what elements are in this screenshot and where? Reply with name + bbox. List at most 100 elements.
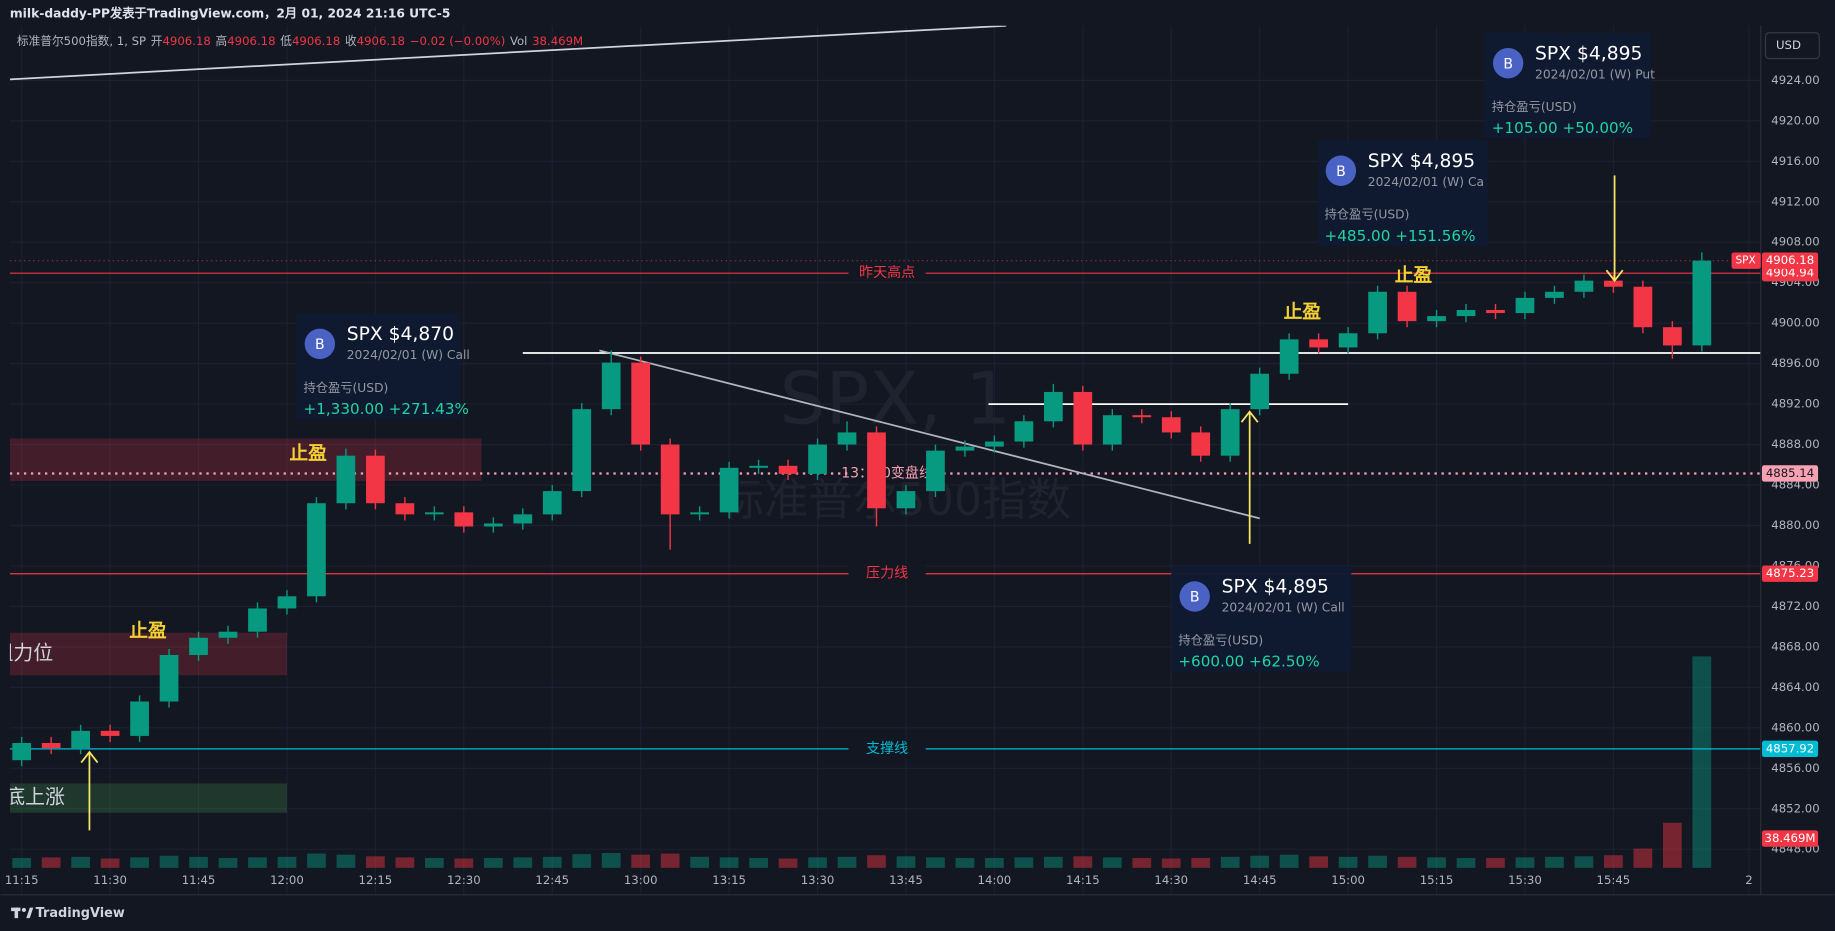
y-tick-label: 4860.00 <box>1771 720 1819 734</box>
volume-bar <box>808 857 827 868</box>
candle-body <box>1486 310 1505 314</box>
candle-body <box>660 444 680 515</box>
volume-bar <box>542 856 562 868</box>
volume-bar <box>1604 855 1623 868</box>
y-tick-label: 4856.00 <box>1771 761 1819 775</box>
candle-body <box>1014 421 1034 442</box>
candle-body <box>159 654 179 702</box>
arrow-head <box>80 750 99 764</box>
y-tick-label: 4892.00 <box>1771 397 1819 411</box>
take-profit-label: 止盈 <box>289 442 327 464</box>
level-label: 支撑线 <box>866 741 908 757</box>
legend-item: 高 <box>216 33 228 47</box>
volume-bar <box>1309 856 1328 868</box>
x-tick-label: 12:45 <box>535 873 569 887</box>
candle-body <box>1574 280 1594 292</box>
candle-body <box>1456 310 1476 317</box>
candle-body <box>808 444 827 474</box>
symbol-tag-bg <box>1731 252 1761 269</box>
y-tick-label: 4864.00 <box>1771 680 1819 694</box>
card-pnl: +485.00 +151.56% <box>1325 227 1476 245</box>
y-tick-label: 4912.00 <box>1771 194 1819 208</box>
candle-body <box>1043 391 1063 422</box>
x-tick-label: 11:30 <box>93 873 127 887</box>
watermark-symbol: SPX, 1 <box>779 358 1011 442</box>
candle-body <box>955 446 975 451</box>
candle-body <box>1250 373 1270 410</box>
candle-body <box>896 491 916 509</box>
x-tick-label: 13:45 <box>889 873 923 887</box>
y-tick-label: 4872.00 <box>1771 599 1819 613</box>
volume-bar <box>307 853 326 868</box>
candle-body <box>424 512 444 515</box>
candle-body <box>12 742 32 761</box>
take-profit-label: 止盈 <box>1284 301 1322 323</box>
candle-body <box>248 608 267 632</box>
x-tick-label: 12:00 <box>270 873 304 887</box>
x-tick-label: 14:00 <box>978 873 1012 887</box>
y-tick-label: 4924.00 <box>1771 73 1819 87</box>
candle-body <box>601 362 621 410</box>
volume-bar <box>749 857 768 868</box>
card-badge <box>1179 581 1210 612</box>
volume-bar <box>1161 858 1181 868</box>
candle-body <box>985 441 1004 447</box>
take-profit-label: 止盈 <box>1395 265 1433 287</box>
volume-bar <box>1132 857 1152 868</box>
card-pnl: +105.00 +50.00% <box>1492 119 1633 137</box>
volume-bar <box>955 857 975 868</box>
legend-item: 4906.18 <box>292 33 340 47</box>
card-badge-letter: B <box>1336 164 1346 180</box>
axes: 4848.004852.004856.004860.004864.004868.… <box>5 73 1820 887</box>
x-tick-label: 14:15 <box>1066 873 1100 887</box>
volume-bar <box>1662 822 1682 868</box>
x-tick-label: 14:30 <box>1154 873 1188 887</box>
level-badge: 4904.94 <box>1766 266 1814 280</box>
candle-body <box>1279 339 1299 374</box>
volume-bar <box>130 857 149 868</box>
legend-item: 开 <box>151 33 163 47</box>
card-badge-letter: B <box>1190 590 1200 606</box>
candle-body <box>926 450 945 492</box>
y-tick-label: 4888.00 <box>1771 437 1819 451</box>
logo-part <box>26 907 34 919</box>
candle-body <box>454 512 474 527</box>
level-badge-bg <box>1761 565 1819 582</box>
candle-body <box>690 512 709 515</box>
legend-item: Vol <box>510 33 527 47</box>
arrows <box>80 175 1624 831</box>
card-title: SPX $4,895 <box>1535 43 1642 64</box>
candle-body <box>1220 409 1240 456</box>
watermark-name: 标准普尔500指数 <box>720 475 1071 526</box>
volume-bar <box>277 856 297 868</box>
candle-body <box>483 523 503 527</box>
volume-bar <box>1574 856 1594 868</box>
currency-button[interactable] <box>1764 32 1820 60</box>
volume-bar <box>248 857 267 868</box>
volume-bar <box>1220 856 1240 868</box>
level-label-bg <box>848 565 926 582</box>
legend-item: 收 <box>345 33 357 47</box>
logo-part <box>21 907 27 913</box>
volume-bar <box>1191 857 1211 868</box>
position-card: B SPX $4,870 2024/02/01 (W) Call 持仓盈亏(USD) +… <box>296 313 470 419</box>
volume-bar <box>926 857 945 868</box>
volume-bar <box>837 856 857 868</box>
x-tick-label: 12:15 <box>359 873 393 887</box>
volume-bar <box>513 857 533 868</box>
card-badge <box>1492 47 1524 79</box>
card-pnl: +600.00 +62.50% <box>1178 652 1319 670</box>
candle-body <box>1368 291 1387 334</box>
candle-body <box>1604 280 1623 287</box>
publish-header: milk-daddy-PP发表于TradingView.com，2月 01, 2… <box>10 6 451 21</box>
watermark: SPX, 1 标准普尔500指数 <box>720 358 1071 526</box>
legend-item: 4906.18 <box>357 33 405 47</box>
card-title: SPX $4,870 <box>347 324 454 345</box>
card-badge-letter: B <box>315 337 325 353</box>
candle-body <box>778 465 798 474</box>
volume-bar <box>1014 857 1034 868</box>
level-label-bg <box>848 740 926 758</box>
